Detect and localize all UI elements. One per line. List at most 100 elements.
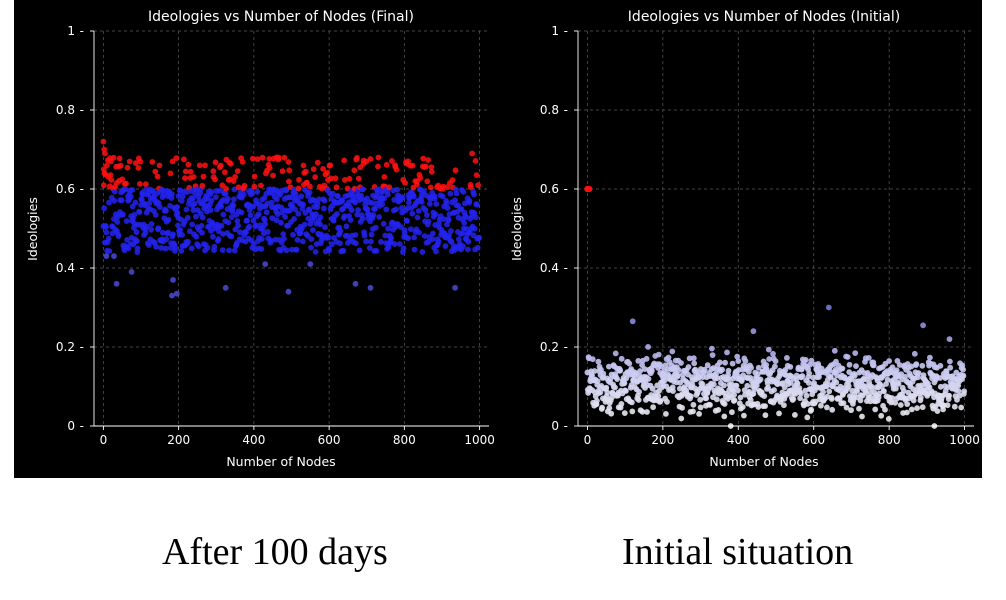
- data-point: [431, 195, 438, 202]
- data-point: [126, 158, 133, 165]
- data-point: [904, 409, 910, 416]
- data-point: [897, 402, 904, 408]
- data-point: [379, 201, 386, 208]
- data-point: [199, 229, 205, 236]
- x-tick-label: 400: [242, 433, 265, 447]
- data-point: [282, 213, 288, 220]
- data-point: [906, 370, 913, 377]
- data-point: [352, 232, 359, 238]
- data-point: [380, 220, 387, 227]
- data-point: [406, 199, 412, 206]
- data-point: [849, 387, 856, 394]
- data-point: [222, 169, 228, 176]
- data-point: [326, 247, 332, 254]
- data-point: [237, 229, 243, 236]
- data-point: [853, 363, 859, 369]
- data-point: [958, 404, 965, 411]
- data-point: [372, 206, 378, 212]
- data-point: [760, 358, 767, 365]
- data-point: [404, 218, 410, 224]
- data-point: [851, 371, 857, 377]
- data-point: [927, 369, 934, 376]
- data-point: [149, 159, 156, 165]
- data-point: [474, 201, 480, 208]
- x-tick-label: 600: [318, 433, 341, 447]
- data-point: [824, 404, 830, 411]
- data-point: [128, 269, 135, 275]
- data-point: [367, 156, 374, 162]
- data-point: [223, 185, 229, 192]
- data-point: [264, 229, 271, 235]
- data-point: [852, 350, 859, 356]
- caption-after-100-days: After 100 days: [162, 531, 388, 573]
- data-point: [612, 350, 619, 357]
- data-point: [202, 162, 208, 169]
- data-point: [356, 247, 363, 254]
- data-point: [740, 372, 747, 379]
- data-point: [135, 165, 142, 171]
- data-point: [285, 159, 292, 165]
- data-point: [411, 234, 417, 241]
- data-point: [136, 209, 143, 215]
- data-point: [442, 243, 449, 250]
- data-point: [320, 166, 326, 172]
- data-point: [140, 191, 146, 198]
- data-point: [156, 162, 163, 169]
- data-point: [826, 388, 833, 395]
- data-point: [460, 189, 467, 195]
- data-point: [100, 182, 107, 189]
- data-point: [472, 158, 479, 164]
- data-point: [230, 202, 237, 209]
- data-point: [414, 214, 421, 221]
- data-point: [698, 380, 705, 387]
- data-point: [456, 236, 462, 243]
- data-point: [173, 290, 180, 297]
- data-point: [238, 209, 245, 216]
- data-point: [212, 159, 219, 166]
- data-point: [344, 232, 351, 239]
- data-point: [232, 174, 239, 180]
- data-point: [865, 355, 872, 361]
- data-point: [128, 194, 134, 200]
- data-point: [884, 376, 891, 383]
- data-point: [908, 406, 915, 413]
- data-points: [100, 138, 483, 299]
- data-point: [196, 162, 203, 169]
- y-tick-dash: -: [80, 24, 84, 38]
- data-point: [621, 410, 628, 416]
- data-point: [475, 182, 481, 189]
- data-point: [697, 404, 704, 411]
- data-point: [175, 222, 181, 229]
- data-point: [698, 366, 704, 372]
- data-point: [217, 164, 223, 171]
- data-point: [425, 218, 432, 225]
- data-point: [103, 224, 109, 230]
- data-point: [283, 187, 290, 194]
- data-point: [208, 197, 215, 204]
- data-point: [165, 216, 172, 223]
- data-point: [364, 206, 371, 213]
- data-point: [333, 184, 340, 191]
- data-point: [788, 394, 795, 401]
- x-tick-label: 0: [100, 433, 108, 447]
- data-point: [234, 168, 241, 175]
- data-point: [785, 377, 791, 384]
- data-point: [445, 217, 452, 224]
- x-axis-label-final: Number of Nodes: [226, 454, 335, 469]
- data-point: [393, 206, 399, 213]
- data-point: [724, 349, 730, 356]
- data-point: [122, 186, 129, 193]
- data-point: [427, 201, 433, 207]
- data-point: [279, 168, 286, 175]
- data-point: [123, 218, 130, 225]
- data-point: [944, 402, 951, 409]
- data-point: [188, 245, 195, 252]
- data-point: [904, 361, 911, 367]
- data-point: [368, 231, 375, 238]
- data-point: [212, 176, 219, 183]
- data-point: [419, 249, 426, 255]
- data-point: [920, 322, 926, 329]
- data-point: [740, 362, 747, 369]
- data-point: [690, 401, 697, 408]
- data-point: [132, 160, 139, 167]
